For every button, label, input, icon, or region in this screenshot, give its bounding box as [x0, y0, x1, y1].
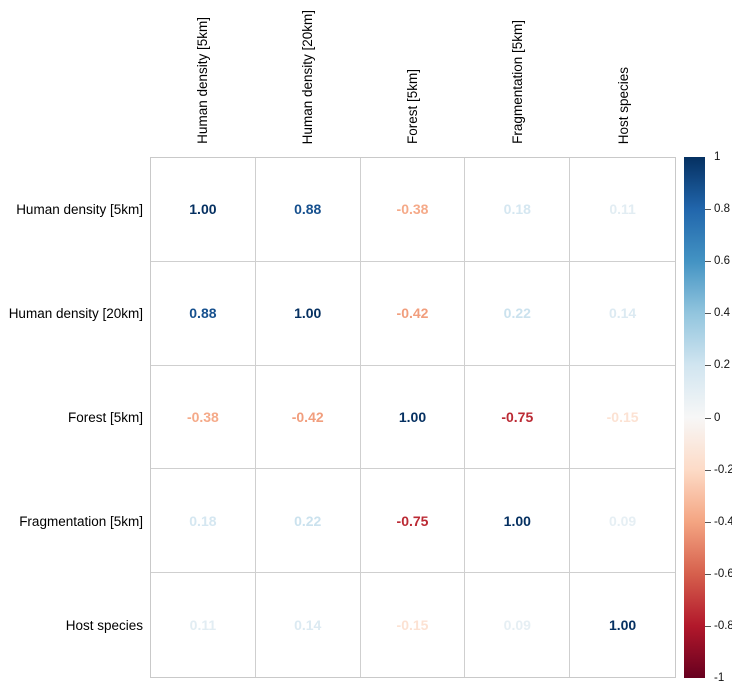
colorbar-tick	[705, 417, 711, 419]
colorbar-tick-label: 0.2	[714, 359, 730, 372]
matrix-cell: 0.11	[151, 573, 256, 677]
colorbar-tick	[705, 313, 711, 315]
column-label: Human density [5km]	[150, 0, 255, 151]
matrix-cell: -0.38	[360, 158, 466, 262]
matrix-cell: -0.38	[151, 365, 256, 470]
matrix-cell: 0.09	[570, 469, 675, 574]
colorbar-tick-label: -0.4	[714, 515, 732, 528]
matrix-cell: -0.42	[360, 261, 466, 366]
colorbar-tick	[705, 365, 711, 367]
column-label: Fragmentation [5km]	[466, 0, 571, 151]
column-label: Host species	[571, 0, 676, 151]
column-label-text: Host species	[615, 66, 631, 144]
column-label: Human density [20km]	[255, 0, 360, 151]
correlation-matrix: 1.00 0.88 -0.38 0.18 0.11 0.88 1.00 -0.42 0.22 0.…	[150, 157, 676, 678]
row-label: Forest [5km]	[67, 409, 143, 425]
matrix-cell: 1.00	[465, 469, 571, 574]
matrix-cell: 0.22	[255, 469, 361, 574]
matrix-cell: -0.15	[570, 365, 675, 470]
matrix-cell: 1.00	[151, 158, 256, 262]
matrix-cell: -0.42	[255, 365, 361, 470]
colorbar-tick	[705, 625, 711, 627]
row-label: Host species	[65, 618, 143, 634]
colorbar-tick-label: 0.4	[714, 307, 730, 320]
matrix-cell: 1.00	[360, 365, 466, 470]
column-label-text: Forest [5km]	[405, 68, 421, 144]
matrix-cell: 0.88	[151, 261, 256, 366]
colorbar-tick-label: 0.8	[714, 203, 730, 216]
column-label-text: Human density [5km]	[194, 17, 210, 144]
matrix-cell: 0.11	[570, 158, 675, 262]
colorbar-gradient	[684, 157, 705, 678]
colorbar-tick-label: -0.2	[714, 463, 732, 476]
row-label: Fragmentation [5km]	[19, 514, 143, 530]
colorbar-tick	[705, 261, 711, 263]
colorbar-tick-label: -0.8	[714, 619, 732, 632]
colorbar-tick-label: 0	[714, 411, 721, 424]
matrix-cell: 1.00	[255, 261, 361, 366]
colorbar-tick-label: 0.6	[714, 255, 730, 268]
column-label-text: Human density [20km]	[299, 9, 315, 144]
matrix-cell: -0.75	[465, 365, 571, 470]
matrix-cell: 0.18	[465, 158, 571, 262]
matrix-cell: 0.14	[570, 261, 675, 366]
colorbar-tick	[705, 521, 711, 523]
matrix-cell: -0.15	[360, 573, 466, 677]
matrix-cell: -0.75	[360, 469, 466, 574]
column-label: Forest [5km]	[360, 0, 465, 151]
colorbar-tick-label: -1	[714, 672, 725, 684]
colorbar-tick	[705, 573, 711, 575]
matrix-cell: 0.22	[465, 261, 571, 366]
row-label: Human density [20km]	[8, 305, 143, 321]
row-label: Human density [5km]	[16, 201, 143, 217]
matrix-cell: 0.18	[151, 469, 256, 574]
column-label-text: Fragmentation [5km]	[510, 20, 526, 144]
matrix-cell: 0.88	[255, 158, 361, 262]
colorbar-tick-label: 1	[714, 151, 721, 163]
matrix-cell: 1.00	[570, 573, 675, 677]
colorbar-tick-label: -0.6	[714, 567, 732, 580]
matrix-cell: 0.09	[465, 573, 571, 677]
colorbar-tick	[705, 209, 711, 211]
colorbar-tick	[705, 469, 711, 471]
matrix-cell: 0.14	[255, 573, 361, 677]
